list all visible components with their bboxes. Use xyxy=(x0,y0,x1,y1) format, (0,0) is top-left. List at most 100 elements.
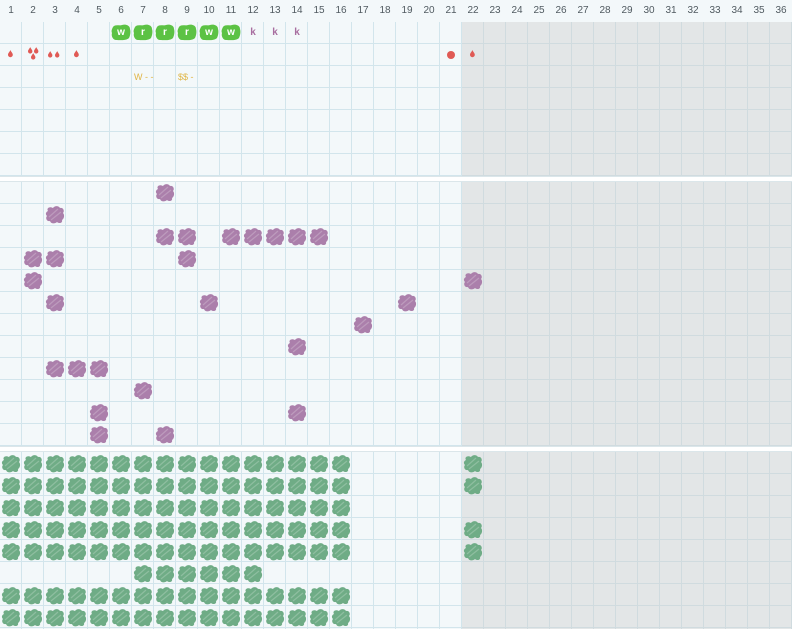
note-block[interactable] xyxy=(177,564,197,583)
note-block[interactable] xyxy=(67,359,87,378)
note-block[interactable] xyxy=(1,586,21,605)
note-block[interactable] xyxy=(111,608,131,627)
note-block[interactable] xyxy=(155,542,175,561)
note-tag[interactable]: w xyxy=(221,24,241,41)
note-block[interactable] xyxy=(309,476,329,495)
note-block[interactable] xyxy=(243,520,263,539)
note-block[interactable] xyxy=(67,520,87,539)
note-text[interactable]: W - - xyxy=(134,72,154,82)
note-block[interactable] xyxy=(463,476,483,495)
note-block[interactable] xyxy=(287,542,307,561)
note-block[interactable] xyxy=(331,586,351,605)
note-block[interactable] xyxy=(45,586,65,605)
note-block[interactable] xyxy=(221,608,241,627)
note-block[interactable] xyxy=(45,205,65,224)
note-block[interactable] xyxy=(133,608,153,627)
note-block[interactable] xyxy=(155,586,175,605)
note-block[interactable] xyxy=(89,476,109,495)
note-block[interactable] xyxy=(309,454,329,473)
note-block[interactable] xyxy=(221,586,241,605)
note-block[interactable] xyxy=(177,454,197,473)
note-block[interactable] xyxy=(265,542,285,561)
note-block[interactable] xyxy=(133,381,153,400)
note-block[interactable] xyxy=(133,498,153,517)
note-block[interactable] xyxy=(155,608,175,627)
note-block[interactable] xyxy=(133,454,153,473)
note-block[interactable] xyxy=(199,476,219,495)
note-block[interactable] xyxy=(45,608,65,627)
note-block[interactable] xyxy=(67,476,87,495)
note-block[interactable] xyxy=(45,454,65,473)
note-block[interactable] xyxy=(23,608,43,627)
track-row-2[interactable] xyxy=(0,182,792,446)
note-block[interactable] xyxy=(89,586,109,605)
note-block[interactable] xyxy=(309,227,329,246)
note-block[interactable] xyxy=(199,586,219,605)
note-letter[interactable]: k xyxy=(272,27,278,38)
note-block[interactable] xyxy=(287,454,307,473)
note-block[interactable] xyxy=(155,564,175,583)
note-tag[interactable]: r xyxy=(155,24,175,41)
note-block[interactable] xyxy=(177,608,197,627)
note-block[interactable] xyxy=(133,520,153,539)
note-block[interactable] xyxy=(199,498,219,517)
note-block[interactable] xyxy=(243,476,263,495)
note-block[interactable] xyxy=(199,608,219,627)
note-block[interactable] xyxy=(89,454,109,473)
note-block[interactable] xyxy=(89,498,109,517)
note-block[interactable] xyxy=(221,227,241,246)
note-block[interactable] xyxy=(287,476,307,495)
note-block[interactable] xyxy=(45,359,65,378)
track-row-3[interactable] xyxy=(0,452,792,629)
note-block[interactable] xyxy=(287,337,307,356)
note-block[interactable] xyxy=(111,476,131,495)
note-block[interactable] xyxy=(133,564,153,583)
note-block[interactable] xyxy=(111,454,131,473)
note-block[interactable] xyxy=(287,608,307,627)
drop-icon[interactable] xyxy=(440,44,462,66)
note-block[interactable] xyxy=(23,498,43,517)
note-block[interactable] xyxy=(243,498,263,517)
drop-icon[interactable] xyxy=(22,44,44,66)
note-tag[interactable]: r xyxy=(177,24,197,41)
note-tag[interactable]: w xyxy=(199,24,219,41)
note-block[interactable] xyxy=(155,476,175,495)
note-block[interactable] xyxy=(309,520,329,539)
note-block[interactable] xyxy=(177,249,197,268)
note-block[interactable] xyxy=(463,542,483,561)
note-block[interactable] xyxy=(463,520,483,539)
drop-icon[interactable] xyxy=(66,44,88,66)
note-block[interactable] xyxy=(155,520,175,539)
note-block[interactable] xyxy=(243,608,263,627)
note-block[interactable] xyxy=(265,586,285,605)
note-block[interactable] xyxy=(331,520,351,539)
note-block[interactable] xyxy=(45,542,65,561)
note-block[interactable] xyxy=(1,542,21,561)
note-block[interactable] xyxy=(397,293,417,312)
note-block[interactable] xyxy=(23,520,43,539)
note-block[interactable] xyxy=(45,249,65,268)
note-block[interactable] xyxy=(199,454,219,473)
row-divider[interactable] xyxy=(0,176,792,182)
note-block[interactable] xyxy=(199,293,219,312)
note-block[interactable] xyxy=(1,608,21,627)
note-block[interactable] xyxy=(309,586,329,605)
note-block[interactable] xyxy=(45,293,65,312)
note-block[interactable] xyxy=(45,520,65,539)
note-block[interactable] xyxy=(287,586,307,605)
note-block[interactable] xyxy=(1,454,21,473)
note-block[interactable] xyxy=(89,359,109,378)
note-block[interactable] xyxy=(331,542,351,561)
note-block[interactable] xyxy=(155,227,175,246)
note-block[interactable] xyxy=(111,586,131,605)
row-divider[interactable] xyxy=(0,446,792,452)
note-block[interactable] xyxy=(199,564,219,583)
note-block[interactable] xyxy=(23,476,43,495)
note-block[interactable] xyxy=(111,498,131,517)
note-block[interactable] xyxy=(265,227,285,246)
note-block[interactable] xyxy=(67,586,87,605)
note-block[interactable] xyxy=(265,476,285,495)
note-block[interactable] xyxy=(221,520,241,539)
note-tag[interactable]: w xyxy=(111,24,131,41)
note-block[interactable] xyxy=(45,476,65,495)
